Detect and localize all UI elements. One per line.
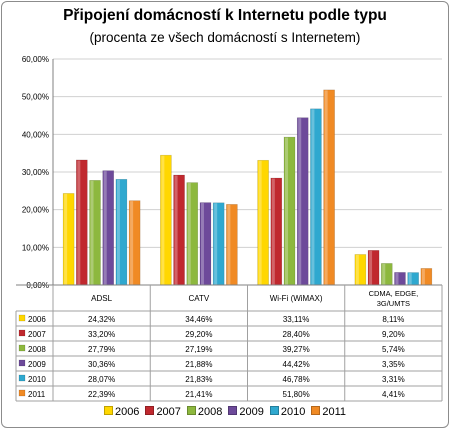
data-label: 29,20%	[185, 330, 212, 339]
category-label: ADSL	[91, 294, 112, 303]
data-label: 5,74%	[382, 345, 405, 354]
bar-highlight	[64, 193, 68, 285]
bar-highlight	[369, 250, 373, 285]
legend-item-2009: 2009	[228, 406, 264, 418]
legend-swatch	[145, 406, 155, 415]
data-label: 39,27%	[283, 345, 310, 354]
table-series-swatch	[18, 374, 26, 382]
bar-highlight	[285, 137, 289, 285]
table-series-swatch	[18, 329, 26, 337]
data-label: 46,78%	[283, 375, 310, 384]
table-series-name: 2008	[28, 345, 46, 354]
table-series-name: 2006	[28, 315, 46, 324]
bar-highlight	[103, 171, 107, 285]
data-label: 34,46%	[185, 315, 212, 324]
legend-label: 2011	[322, 406, 347, 418]
legend-item-2007: 2007	[145, 406, 181, 418]
y-tick-label: 20,00%	[22, 206, 49, 215]
legend-label: 2008	[197, 406, 223, 418]
bar-highlight	[298, 118, 302, 285]
data-label: 33,20%	[88, 330, 115, 339]
bar-highlight	[77, 160, 81, 285]
category-label: Wi-Fi (WiMAX)	[270, 294, 323, 303]
data-label: 4,41%	[382, 390, 405, 399]
data-label: 8,11%	[382, 315, 404, 324]
bar-highlight	[271, 178, 275, 285]
bar-highlight	[421, 268, 425, 285]
bar-highlight	[311, 109, 315, 285]
table-series-name: 2010	[28, 375, 46, 384]
data-label: 28,40%	[283, 330, 310, 339]
data-label: 30,36%	[88, 360, 115, 369]
table-series-swatch	[18, 344, 26, 352]
legend-label: 2006	[114, 406, 140, 418]
table-series-swatch	[18, 359, 26, 367]
bar-highlight	[355, 254, 359, 285]
table-series-name: 2007	[28, 330, 46, 339]
chart-legend: 2006 2007 2008 2009 2010 2011	[0, 406, 450, 418]
category-label: 3G/UMTS	[377, 299, 410, 308]
table-series-name: 2011	[28, 390, 46, 399]
legend-swatch	[186, 406, 196, 415]
bar-highlight	[130, 201, 134, 285]
legend-swatch	[269, 406, 279, 415]
bar-highlight	[174, 175, 178, 285]
data-label: 24,32%	[88, 315, 115, 324]
table-series-swatch	[18, 389, 26, 397]
legend-label: 2010	[280, 406, 306, 418]
data-label: 9,20%	[382, 330, 405, 339]
legend-label: 2009	[239, 406, 264, 418]
data-label: 27,79%	[88, 345, 115, 354]
data-label: 21,41%	[185, 390, 212, 399]
bar-highlight	[258, 160, 262, 285]
category-label: CDMA, EDGE,	[369, 289, 419, 298]
y-tick-label: 60,00%	[22, 55, 49, 64]
bar-highlight	[324, 90, 328, 285]
data-label: 22,39%	[88, 390, 115, 399]
data-label: 28,07%	[88, 375, 115, 384]
bar-highlight	[395, 272, 399, 285]
category-label: CATV	[189, 294, 210, 303]
chart-title: Připojení domácností k Internetu podle t…	[63, 7, 387, 24]
y-tick-label: 50,00%	[22, 93, 49, 102]
legend-swatch	[228, 406, 238, 415]
legend-swatch	[311, 406, 321, 415]
legend-label: 2007	[156, 406, 181, 418]
legend-item-2010: 2010	[269, 406, 306, 418]
data-label: 51,80%	[283, 390, 310, 399]
bar-highlight	[90, 180, 94, 285]
chart-subtitle: (procenta ze všech domácností s Internet…	[89, 30, 361, 45]
data-label: 3,35%	[382, 360, 405, 369]
bar-highlight	[227, 204, 231, 285]
bar-chart-plot: 0,00%10,00%20,00%30,00%40,00%50,00%60,00…	[15, 55, 443, 402]
table-series-name: 2009	[28, 360, 46, 369]
data-label: 21,88%	[185, 360, 212, 369]
data-label: 44,42%	[283, 360, 310, 369]
data-label: 21,83%	[185, 375, 212, 384]
bar-highlight	[116, 179, 120, 285]
bar-highlight	[187, 183, 191, 285]
bar-highlight	[200, 203, 204, 285]
bar-highlight	[382, 263, 386, 285]
bar-highlight	[408, 273, 412, 285]
y-tick-label: 30,00%	[22, 168, 49, 177]
data-label: 33,11%	[283, 315, 310, 324]
legend-item-2006: 2006	[103, 406, 140, 418]
data-label: 3,31%	[382, 375, 405, 384]
data-label: 27,19%	[185, 345, 212, 354]
bar-highlight	[214, 203, 218, 285]
legend-item-2008: 2008	[186, 406, 223, 418]
table-series-swatch	[18, 314, 26, 322]
bar-highlight	[161, 155, 165, 285]
legend-swatch	[103, 406, 113, 415]
y-tick-label: 10,00%	[22, 243, 49, 252]
y-tick-label: 40,00%	[22, 130, 49, 139]
legend-item-2011: 2011	[311, 406, 346, 418]
